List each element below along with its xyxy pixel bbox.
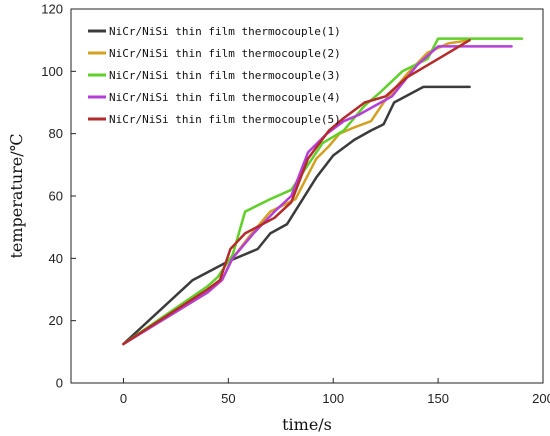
plot-lines (122, 37, 524, 346)
legend-label-4: NiCr/NiSi thin film thermocouple(4) (109, 91, 341, 104)
legend-label-5: NiCr/NiSi thin film thermocouple(5) (109, 113, 341, 126)
series-line-5 (122, 38, 471, 346)
legend-label-1: NiCr/NiSi thin film thermocouple(1) (109, 25, 341, 38)
x-tick-label: 100 (322, 391, 344, 406)
legend-label-2: NiCr/NiSi thin film thermocouple(2) (109, 47, 341, 60)
x-tick-label: 200 (532, 391, 550, 406)
y-tick-label: 100 (41, 64, 63, 79)
series-line-3 (122, 37, 524, 346)
x-axis-title: time/s (282, 415, 332, 434)
y-tick-label: 20 (49, 313, 63, 328)
x-tick-label: 50 (221, 391, 235, 406)
x-tick-label: 150 (427, 391, 449, 406)
y-tick-label: 60 (49, 189, 63, 204)
y-axis-title: temperature/℃ (7, 133, 26, 258)
y-axis-ticks: 0 20 40 60 80 100 120 (41, 2, 76, 391)
legend: NiCr/NiSi thin film thermocouple(1) NiCr/… (88, 25, 341, 126)
y-tick-label: 40 (49, 251, 63, 266)
y-tick-label: 80 (49, 126, 63, 141)
series-line-1 (122, 85, 471, 346)
x-axis-ticks: 0 50 100 150 200 (120, 378, 550, 406)
y-tick-label: 120 (41, 2, 63, 17)
legend-label-3: NiCr/NiSi thin film thermocouple(3) (109, 69, 341, 82)
x-tick-label: 0 (120, 391, 127, 406)
y-tick-label: 0 (56, 376, 63, 391)
